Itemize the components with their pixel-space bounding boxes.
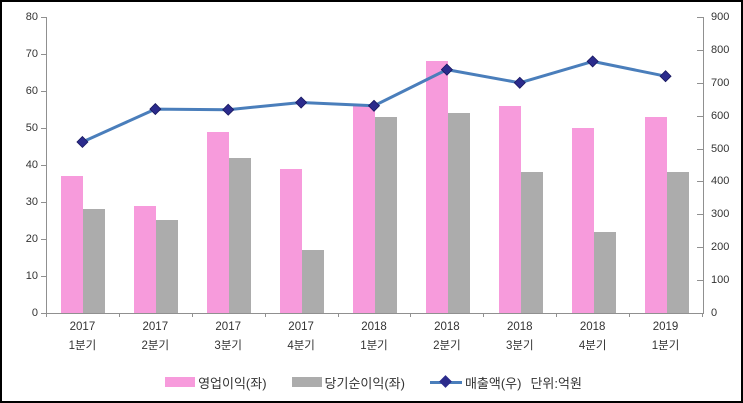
legend-item-net-profit: 당기순이익(좌): [291, 373, 405, 392]
x-axis-tickmark: [556, 313, 557, 317]
left-axis-tickmark: [41, 165, 46, 166]
x-axis-label-year: 2018: [434, 321, 460, 333]
x-axis-label-year: 2019: [652, 321, 679, 333]
x-axis-label-quarter: 3분기: [505, 340, 534, 352]
bar-net-profit: [448, 113, 470, 313]
x-axis-label-year: 2017: [142, 321, 169, 333]
x-axis-tickmark: [410, 313, 411, 317]
bar-operating-profit: [280, 169, 302, 313]
x-axis-label-year: 2017: [215, 321, 241, 333]
x-axis-tickmark: [338, 313, 339, 317]
legend-swatch-net-profit: [291, 377, 322, 387]
left-axis-tick-label: 40: [25, 159, 38, 171]
legend-item-revenue: 매출액(우) 단위:억원: [429, 373, 582, 392]
x-axis-tickmark: [483, 313, 484, 317]
left-axis-tick-label: 60: [25, 85, 38, 97]
left-axis-tickmark: [41, 202, 46, 203]
right-axis-tick-label: 400: [711, 175, 730, 188]
bar-operating-profit: [645, 117, 667, 313]
legend-label-net-profit: 당기순이익(좌): [324, 375, 405, 391]
bar-operating-profit: [134, 206, 156, 313]
right-axis-tickmark: [697, 50, 703, 51]
left-axis-tick-label: 0: [31, 307, 38, 319]
bar-net-profit: [375, 117, 397, 313]
x-axis-label-year: 2018: [361, 321, 387, 333]
x-axis-tickmark: [119, 313, 120, 317]
right-axis-tickmark: [697, 280, 703, 281]
x-axis-tickmark: [629, 313, 630, 317]
bar-net-profit: [667, 172, 689, 313]
right-axis-tick-label: 0: [711, 307, 718, 319]
right-axis-tickmark: [697, 313, 703, 314]
x-axis-tickmark: [265, 313, 266, 317]
right-axis-tick-label: 500: [711, 142, 730, 155]
legend-item-operating-profit: 영업이익(좌): [165, 373, 267, 392]
left-axis-tickmark: [41, 276, 46, 277]
left-axis-tick-label: 10: [25, 270, 38, 282]
bar-operating-profit: [207, 132, 229, 313]
left-axis-tickmark: [41, 54, 46, 55]
x-axis-tickmark: [702, 313, 703, 317]
left-axis-tick-label: 70: [25, 48, 38, 60]
bar-net-profit: [83, 209, 105, 313]
left-axis-tick-label: 80: [25, 11, 38, 23]
right-axis-tick-label: 100: [711, 274, 730, 287]
x-axis-label-quarter: 1분기: [651, 340, 680, 352]
right-axis-tickmark: [697, 214, 703, 215]
right-axis-tickmark: [697, 247, 703, 248]
x-axis-label-quarter: 4분기: [578, 340, 607, 352]
left-axis-tickmark: [41, 17, 46, 18]
legend-label-revenue: 매출액(우): [464, 375, 522, 391]
bar-operating-profit: [572, 128, 594, 313]
x-axis-tickmark: [192, 313, 193, 317]
right-axis-tick-label: 300: [711, 208, 730, 221]
x-axis-label-quarter: 2분기: [141, 340, 170, 352]
left-axis-tick-label: 50: [25, 122, 38, 134]
left-axis-tickmark: [41, 91, 46, 92]
x-axis-label-year: 2017: [69, 321, 96, 333]
x-axis-label-quarter: 2분기: [433, 340, 461, 352]
right-axis-tickmark: [697, 83, 703, 84]
bar-net-profit: [156, 220, 178, 313]
bar-operating-profit: [499, 106, 521, 313]
left-axis-tick-label: 20: [25, 233, 38, 245]
right-axis-tick-label: 800: [711, 43, 730, 56]
bar-operating-profit: [353, 106, 375, 313]
right-axis-tickmark: [697, 181, 703, 182]
right-axis-tickmark: [697, 17, 703, 18]
right-axis-tickmark: [697, 149, 703, 150]
x-axis-label-quarter: 3분기: [214, 340, 242, 352]
legend-line-sample: [429, 374, 462, 388]
bar-operating-profit: [426, 61, 448, 313]
left-axis-tickmark: [41, 239, 46, 240]
x-axis-label-quarter: 1분기: [360, 340, 388, 352]
bar-net-profit: [302, 250, 324, 313]
legend: 영업이익(좌) 당기순이익(좌) 매출액(우) 단위:억원: [2, 371, 741, 393]
right-axis-tick-label: 700: [711, 76, 730, 89]
bar-net-profit: [521, 172, 543, 313]
right-axis-tickmark: [697, 116, 703, 117]
x-axis-label-quarter: 4분기: [287, 340, 315, 352]
legend-label-operating-profit: 영업이익(좌): [198, 375, 267, 391]
x-axis-label-year: 2018: [579, 321, 606, 333]
bar-net-profit: [594, 232, 616, 313]
plot-area: [46, 17, 704, 314]
right-axis-tick-label: 600: [711, 109, 730, 122]
x-axis-tickmark: [46, 313, 47, 317]
x-axis-label-year: 2017: [288, 321, 314, 333]
left-axis-tickmark: [41, 128, 46, 129]
diamond-marker-icon: [439, 374, 452, 388]
x-axis-label-year: 2018: [506, 321, 533, 333]
legend-units-note: 단위:억원: [530, 375, 582, 391]
bar-net-profit: [229, 158, 251, 313]
bar-operating-profit: [61, 176, 83, 313]
left-axis-tickmark: [41, 313, 46, 314]
left-axis-tick-label: 30: [25, 196, 38, 208]
right-axis-tick-label: 900: [711, 11, 730, 23]
legend-swatch-operating-profit: [165, 377, 196, 387]
x-axis-label-quarter: 1분기: [68, 340, 97, 352]
right-axis-tick-label: 200: [711, 241, 730, 254]
